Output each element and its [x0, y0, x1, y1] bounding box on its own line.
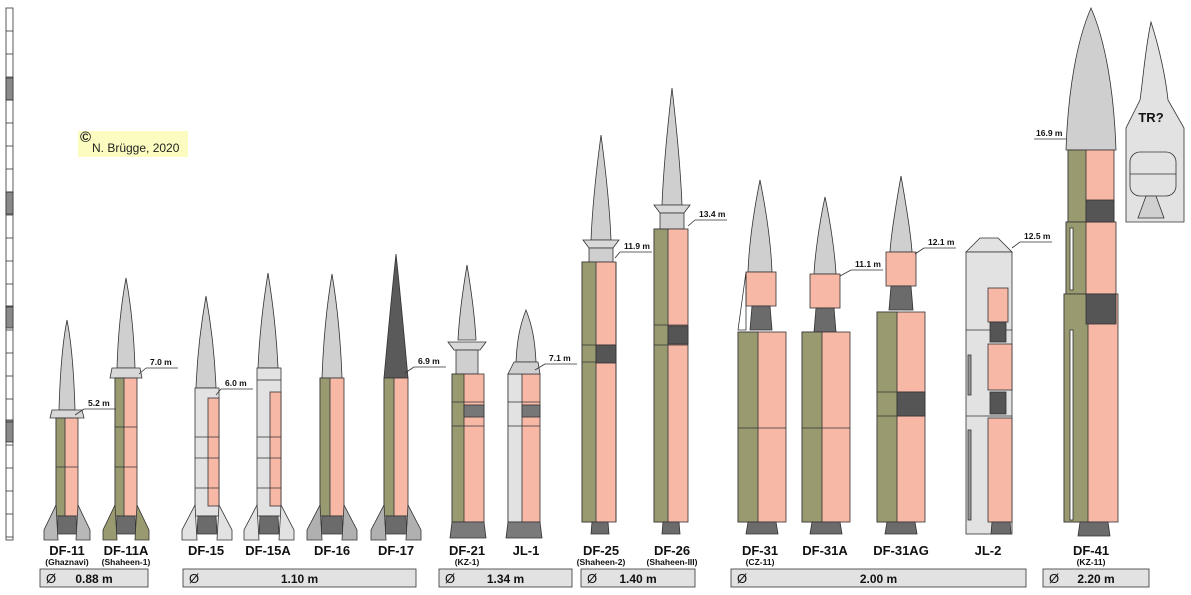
- length-leader: [215, 388, 222, 396]
- length-leader: [1011, 241, 1021, 249]
- diameter-bar: [1042, 568, 1150, 588]
- missile-tr: [1125, 20, 1185, 223]
- missile-df-15: [181, 295, 233, 541]
- diameter-group: Ø 1.34 m: [438, 568, 573, 588]
- missile-labels: DF-11(Ghaznavi) DF-11A(Shaheen-1) DF-15 DF-…: [45, 110, 1163, 567]
- length-leader: [614, 251, 621, 259]
- copyright-text: N. Brügge, 2020: [92, 141, 180, 155]
- length-label: 6.0 m: [225, 378, 247, 388]
- diameter-bar: [182, 568, 417, 588]
- missile-name: DF-11A: [104, 543, 149, 558]
- length-label: 7.0 m: [150, 357, 172, 367]
- missile-name: DF-16: [314, 543, 350, 558]
- missile-jl-1: [505, 308, 543, 539]
- diameter-value: 0.88 m: [75, 572, 112, 586]
- diameter-bar: [580, 568, 696, 588]
- missile-name: DF-31A: [802, 543, 848, 558]
- diameter-symbol: Ø: [445, 571, 455, 586]
- length-leader: [687, 219, 696, 227]
- diameter-symbol: Ø: [587, 571, 597, 586]
- copyright-symbol: ©: [80, 129, 92, 146]
- missile-name: DF-15: [188, 543, 224, 558]
- missile-subname: (Shaheen-1): [102, 557, 151, 567]
- missile-subname: (CZ-11): [746, 557, 775, 567]
- diameter-value: 1.34 m: [487, 572, 524, 586]
- diameter-symbol: Ø: [737, 571, 747, 586]
- diameter-groups: Ø 0.88 m Ø 1.10 m Ø 1.34 m Ø 1.40 m Ø 2.00 m Ø 2.20…: [39, 568, 1150, 588]
- missile-name: DF-21: [449, 543, 485, 558]
- length-label: 16.9 m: [1036, 128, 1063, 138]
- diameter-group: Ø 1.40 m: [580, 568, 696, 588]
- diameter-group: Ø 2.20 m: [1042, 568, 1150, 588]
- missile-subname: (Shaheen-III): [646, 557, 697, 567]
- diameter-symbol: Ø: [46, 571, 56, 586]
- length-leader: [74, 408, 85, 416]
- missile-df-17: [370, 253, 422, 541]
- length-markers: 5.2 m 7.0 m 6.0 m 6.9 m 7.1 m 11.9 m 13.4 m 11.…: [74, 128, 1066, 416]
- missile-subname: (KZ-11): [1077, 557, 1106, 567]
- missile-name: DF-11: [49, 543, 84, 558]
- diameter-value: 2.20 m: [1077, 572, 1114, 586]
- length-label: 11.9 m: [624, 241, 650, 251]
- copyright-note: © N. Brügge, 2020: [78, 129, 188, 157]
- diameter-bar: [39, 568, 149, 588]
- length-leader: [839, 269, 852, 277]
- missile-df-25: [581, 134, 620, 535]
- length-label: 11.1 m: [855, 259, 881, 269]
- length-label: 12.5 m: [1024, 231, 1051, 241]
- missile-subname: (Ghaznavi): [45, 557, 89, 567]
- missile-name: DF-17: [378, 543, 414, 558]
- missile-df-11: [43, 319, 91, 541]
- missile-name: DF-41: [1073, 543, 1109, 558]
- length-leader: [914, 247, 925, 255]
- scale-ruler: [5, 7, 14, 541]
- diameter-value: 1.10 m: [281, 572, 318, 586]
- diameter-value: 2.00 m: [860, 572, 897, 586]
- diameter-symbol: Ø: [189, 571, 199, 586]
- diameter-value: 1.40 m: [619, 572, 656, 586]
- missile-name: JL-2: [975, 543, 1002, 558]
- missile-name: DF-31: [742, 543, 778, 558]
- diameter-group: Ø 2.00 m: [730, 568, 1027, 588]
- missile-name: TR?: [1138, 110, 1163, 125]
- missile-df-31ag: [876, 175, 926, 535]
- missile-subname: (KZ-1): [455, 557, 480, 567]
- missile-df-21: [447, 264, 487, 539]
- missile-df-31a: [801, 196, 851, 535]
- diameter-bar: [438, 568, 573, 588]
- length-label: 5.2 m: [88, 398, 110, 408]
- missile-df-16: [306, 273, 358, 541]
- missile-df-11a: [102, 277, 150, 541]
- missile-name: DF-31AG: [873, 543, 929, 558]
- missile-jl-2: [965, 237, 1013, 535]
- length-label: 12.1 m: [928, 237, 955, 247]
- length-leader: [138, 367, 147, 375]
- length-leader: [534, 363, 546, 371]
- diameter-symbol: Ø: [1049, 571, 1059, 586]
- missile-df-26: [653, 87, 691, 535]
- length-label: 7.1 m: [549, 353, 571, 363]
- diameter-bar: [730, 568, 1027, 588]
- diameter-group: Ø 0.88 m: [39, 568, 149, 588]
- missile-df-41: [1063, 7, 1119, 537]
- length-leader: [404, 366, 415, 374]
- missile-subname: (Shaheen-2): [577, 557, 626, 567]
- diameter-group: Ø 1.10 m: [182, 568, 417, 588]
- length-label: 6.9 m: [418, 356, 440, 366]
- missile-df-31: [737, 179, 787, 535]
- missile-name: DF-15A: [245, 543, 291, 558]
- missile-df-15a: [243, 272, 295, 541]
- missile-name: DF-26: [654, 543, 690, 558]
- length-label: 13.4 m: [699, 209, 726, 219]
- missile-name: DF-25: [583, 543, 619, 558]
- missile-name: JL-1: [513, 543, 540, 558]
